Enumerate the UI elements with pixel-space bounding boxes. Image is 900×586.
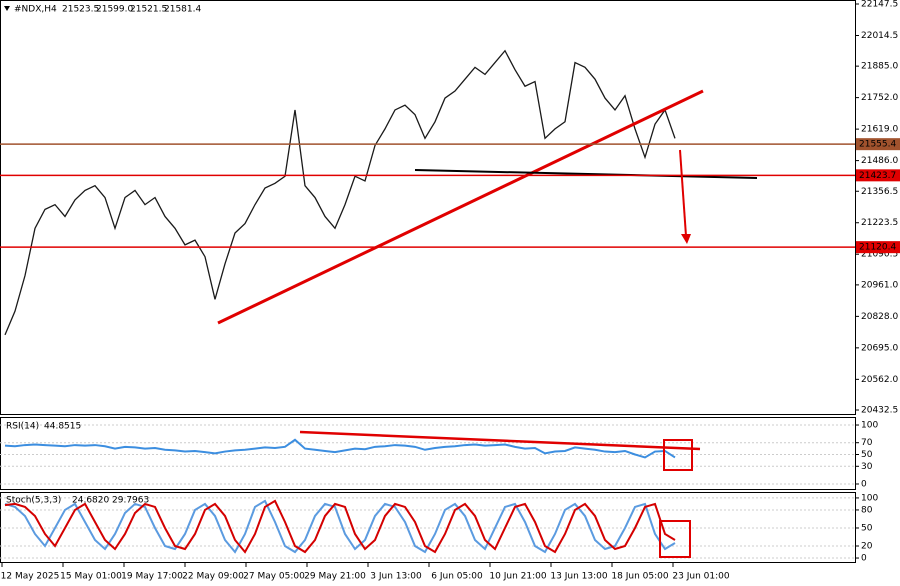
y-tick-label: 21619.0 xyxy=(861,125,898,135)
y-tick-label: 100 xyxy=(861,493,878,503)
arrow-head xyxy=(681,234,691,244)
highlight-box xyxy=(663,439,693,471)
highlight-box xyxy=(659,520,691,558)
level-label-box xyxy=(856,169,900,182)
level-label: 21120.4 xyxy=(859,243,896,253)
y-tick-label: 20695.0 xyxy=(861,343,898,353)
y-tick-label: 50 xyxy=(861,523,873,533)
ohlc-value: 21599.0 xyxy=(96,5,133,15)
menu-arrow xyxy=(4,6,10,11)
x-tick-label: 27 May 05:00 xyxy=(243,572,305,582)
support-line xyxy=(414,169,758,179)
level-label-box xyxy=(856,241,900,254)
x-tick-label: 13 Jun 13:00 xyxy=(550,572,607,582)
stoch-title: Stoch(5,3,3) xyxy=(6,496,61,506)
arrow-shaft xyxy=(679,149,687,237)
x-tick-label: 6 Jun 05:00 xyxy=(431,572,483,582)
y-tick-label: 21356.5 xyxy=(861,187,898,197)
price-panel xyxy=(0,0,856,415)
x-tick-label: 10 Jun 21:00 xyxy=(489,572,546,582)
y-tick-label: 21090.5 xyxy=(861,250,898,260)
y-tick-label: 22014.5 xyxy=(861,31,898,41)
line-series xyxy=(4,499,676,554)
x-tick-label: 22 May 09:00 xyxy=(182,572,244,582)
symbol-title: #NDX,H4 xyxy=(14,5,57,15)
ohlc-value: 21581.4 xyxy=(164,5,201,15)
ohlc-value: 21521.5 xyxy=(130,5,167,15)
rsi-trendline xyxy=(299,430,701,451)
line-series xyxy=(4,438,676,459)
y-tick-label: 80 xyxy=(861,505,873,515)
x-tick-label: 3 Jun 13:00 xyxy=(370,572,422,582)
y-tick-label: 20961.0 xyxy=(861,280,898,290)
y-tick-label: 70 xyxy=(861,438,873,448)
x-tick-label: 19 May 17:00 xyxy=(121,572,183,582)
line-series xyxy=(4,49,676,336)
level-label: 21555.4 xyxy=(859,140,896,150)
x-tick-label: 12 May 2025 xyxy=(1,572,60,582)
marks xyxy=(0,49,855,559)
y-tick-label: 21223.5 xyxy=(861,218,898,228)
level-label: 21423.7 xyxy=(859,171,896,181)
y-tick-label: 0 xyxy=(861,479,867,489)
y-tick-label: 20 xyxy=(861,542,873,552)
y-tick-label: 21885.0 xyxy=(861,62,898,72)
y-tick-label: 21752.0 xyxy=(861,93,898,103)
y-tick-label: 20562.0 xyxy=(861,375,898,385)
y-tick-label: 50 xyxy=(861,450,873,460)
rsi-title: RSI(14) xyxy=(6,422,39,432)
y-tick-label: 0 xyxy=(861,554,867,564)
y-tick-label: 30 xyxy=(861,462,873,472)
stoch-value: 29.7963 xyxy=(112,496,149,506)
rsi-value: 44.8515 xyxy=(44,422,81,432)
rsi-panel xyxy=(0,417,856,490)
y-tick-label: 20432.5 xyxy=(861,405,898,415)
trendline xyxy=(217,89,704,325)
y-tick-label: 100 xyxy=(861,421,878,431)
y-tick-label: 20828.0 xyxy=(861,312,898,322)
x-tick-label: 18 Jun 05:00 xyxy=(611,572,668,582)
stoch-value: 24.6820 xyxy=(72,496,109,506)
ohlc-value: 21523.5 xyxy=(62,5,99,15)
level-label-box xyxy=(856,138,900,151)
y-tick-label: 21486.0 xyxy=(861,156,898,166)
x-tick-label: 23 Jun 01:00 xyxy=(672,572,729,582)
x-tick-label: 29 May 21:00 xyxy=(304,572,366,582)
x-tick-label: 15 May 01:00 xyxy=(60,572,122,582)
y-tick-label: 22147.5 xyxy=(861,0,898,10)
line-series xyxy=(4,499,676,554)
